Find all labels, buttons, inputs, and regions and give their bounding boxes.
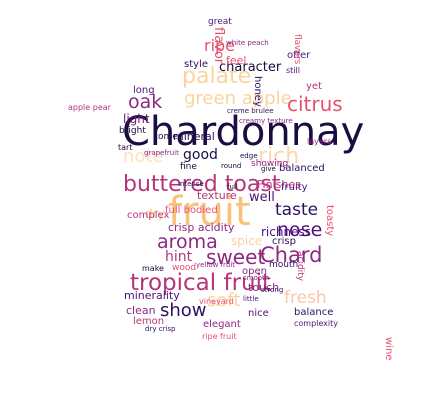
cloud-word: crisp acidity [168,221,235,234]
cloud-word: buttered toast [123,172,281,197]
cloud-word: wine [383,337,394,361]
cloud-word: creme brulee [227,107,274,115]
cloud-word: balance [294,307,334,318]
cloud-word: offer [287,50,311,61]
cloud-word: full [227,183,238,191]
cloud-word: minerality [124,289,180,302]
cloud-word: nose [277,219,323,241]
cloud-word: spice [231,234,263,248]
cloud-word: tropical fruit [130,270,272,296]
cloud-word: tart [118,143,133,152]
cloud-word: palate [182,64,252,89]
cloud-word: lemon [133,316,165,327]
cloud-word: fruit [168,189,251,235]
cloud-word: edge [240,152,258,160]
cloud-word: still [286,66,300,75]
cloud-word: vineyard [199,297,234,306]
cloud-word: Chard [260,243,323,267]
cloud-word: good [183,147,218,163]
cloud-word: style [184,59,208,70]
cloud-word: elegant [203,319,241,330]
cloud-word: taste [275,200,319,220]
cloud-word: bright [119,126,146,136]
cloud-word: complexity [294,319,338,328]
cloud-word: Chardonnay [122,109,365,155]
cloud-word: green apple [184,88,292,109]
cloud-word: crisp [272,236,296,247]
cloud-word: Finishes [257,178,301,191]
cloud-word: flavor [211,27,226,65]
cloud-word: soft [207,290,241,311]
cloud-word: aroma [157,231,218,253]
cloud-word: oak [128,91,163,113]
cloud-word: nice [248,308,269,319]
cloud-word: citrus [287,92,343,116]
cloud-word: sweet [206,245,266,269]
cloud-word: mouth [269,260,299,270]
cloud-word: hint [165,249,193,265]
cloud-word: come [153,132,178,142]
cloud-word: white peach [226,39,269,47]
cloud-word: dry [145,207,165,221]
cloud-word: fruity [281,182,308,193]
cloud-word: mineral [173,130,215,143]
cloud-word: grapefruit [144,149,179,157]
cloud-word: showing [251,159,289,169]
cloud-word: intense [178,180,204,188]
cloud-word: long [133,85,155,96]
cloud-word: show [160,300,207,321]
cloud-word: little [243,295,259,303]
cloud-word: open [242,266,267,277]
cloud-word: yellow fruit [196,261,236,269]
cloud-word: make [142,264,164,273]
cloud-word: light [123,112,150,126]
cloud-word: round [221,162,242,170]
cloud-word: well [249,190,275,205]
cloud-word: honey [252,76,263,107]
cloud-word: character [219,60,282,75]
cloud-word: balanced [279,163,325,174]
cloud-word: yet [306,81,322,92]
cloud-word: rich [258,144,300,169]
cloud-word: texture [197,189,237,202]
cloud-word: great [208,17,232,27]
cloud-word: ripe fruit [202,332,237,341]
cloud-word: touch [248,281,280,294]
cloud-word: strong [261,286,284,294]
cloud-word: richness [261,225,311,239]
cloud-word: flavors [292,34,302,65]
cloud-word: layers [307,137,332,146]
cloud-word: full bodied [165,205,218,216]
cloud-word: fine [180,162,197,172]
cloud-word: feel [226,54,247,67]
cloud-word: give [261,165,276,173]
cloud-word: clean [126,304,156,317]
cloud-word: toasty [324,205,335,237]
cloud-word: complex [127,210,170,221]
cloud-word: dry crisp [145,325,176,333]
cloud-word: apple pear [68,103,111,112]
cloud-word: wood [172,263,197,273]
cloud-word: note [123,146,164,167]
cloud-word: fresh [284,288,327,308]
cloud-word: creamy texture [239,117,293,125]
cloud-word: ripe [204,36,236,55]
cloud-word: smooth [243,274,270,282]
cloud-word: acidity [295,251,305,282]
